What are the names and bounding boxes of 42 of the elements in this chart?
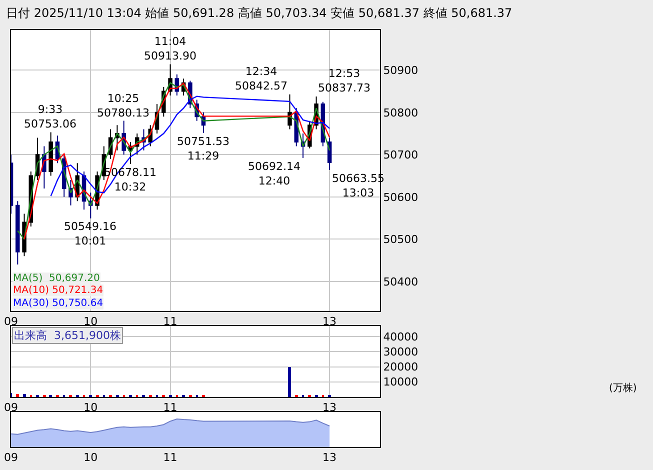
bar	[16, 394, 19, 397]
annotation: 10:25 50780.13	[97, 92, 150, 120]
annotation: 50549.16 10:01	[64, 220, 116, 248]
annotation: 50751.53 11:29	[177, 135, 230, 162]
chart-title: 日付 2025/11/10 13:04 始値 50,691.28 高値 50,703.34 安値 50,681.37 終値 50,681.37	[6, 6, 512, 20]
bar	[288, 367, 291, 397]
x-tick-label: 11	[163, 451, 178, 464]
x-tick-label: 09	[4, 315, 18, 328]
y-tick-label: 50800	[383, 106, 418, 120]
chart-title: 出来高 3,651,900株	[14, 329, 121, 342]
y-tick-label: 40000	[383, 330, 418, 344]
x-tick-label: 09	[4, 401, 18, 414]
candlestick	[327, 137, 332, 171]
x-tick-label: 13	[322, 315, 337, 328]
x-tick-label: 10	[84, 451, 98, 464]
y-tick-label: 50500	[383, 233, 418, 246]
x-tick-label: 10	[84, 315, 98, 328]
y-tick-label: 30000	[383, 346, 418, 359]
y-tick-label: 20000	[383, 360, 418, 374]
x-tick-label: 13	[322, 451, 337, 464]
x-tick-label: 13	[322, 401, 337, 414]
y-axis-title: (万株)	[609, 382, 637, 394]
y-tick-label: 50700	[383, 148, 418, 162]
candlestick	[48, 132, 53, 176]
candlestick	[16, 200, 20, 266]
y-tick-label: 50600	[383, 190, 418, 204]
text: MA(30) 50,750.64	[13, 298, 104, 309]
y-tick-label: 10000	[383, 376, 418, 389]
x-tick-label: 11	[163, 315, 178, 328]
text: MA(10) 50,721.34	[13, 285, 104, 296]
x-tick-label: 11	[163, 401, 178, 414]
text: MA(5) 50,697.20	[13, 273, 100, 284]
x-tick-label: 10	[84, 401, 98, 414]
y-tick-label: 50900	[383, 64, 418, 77]
y-tick-label: 50400	[383, 275, 418, 288]
annotation: 12:53 50837.73	[318, 67, 370, 94]
annotation: 12:34 50842.57	[235, 65, 288, 92]
annotation: 9:33 50753.06	[24, 103, 76, 130]
bar	[23, 394, 26, 397]
annotation: 11:04 50913.90	[144, 35, 196, 62]
x-tick-label: 09	[4, 451, 18, 464]
annotation: 50692.14 12:40	[248, 160, 300, 188]
